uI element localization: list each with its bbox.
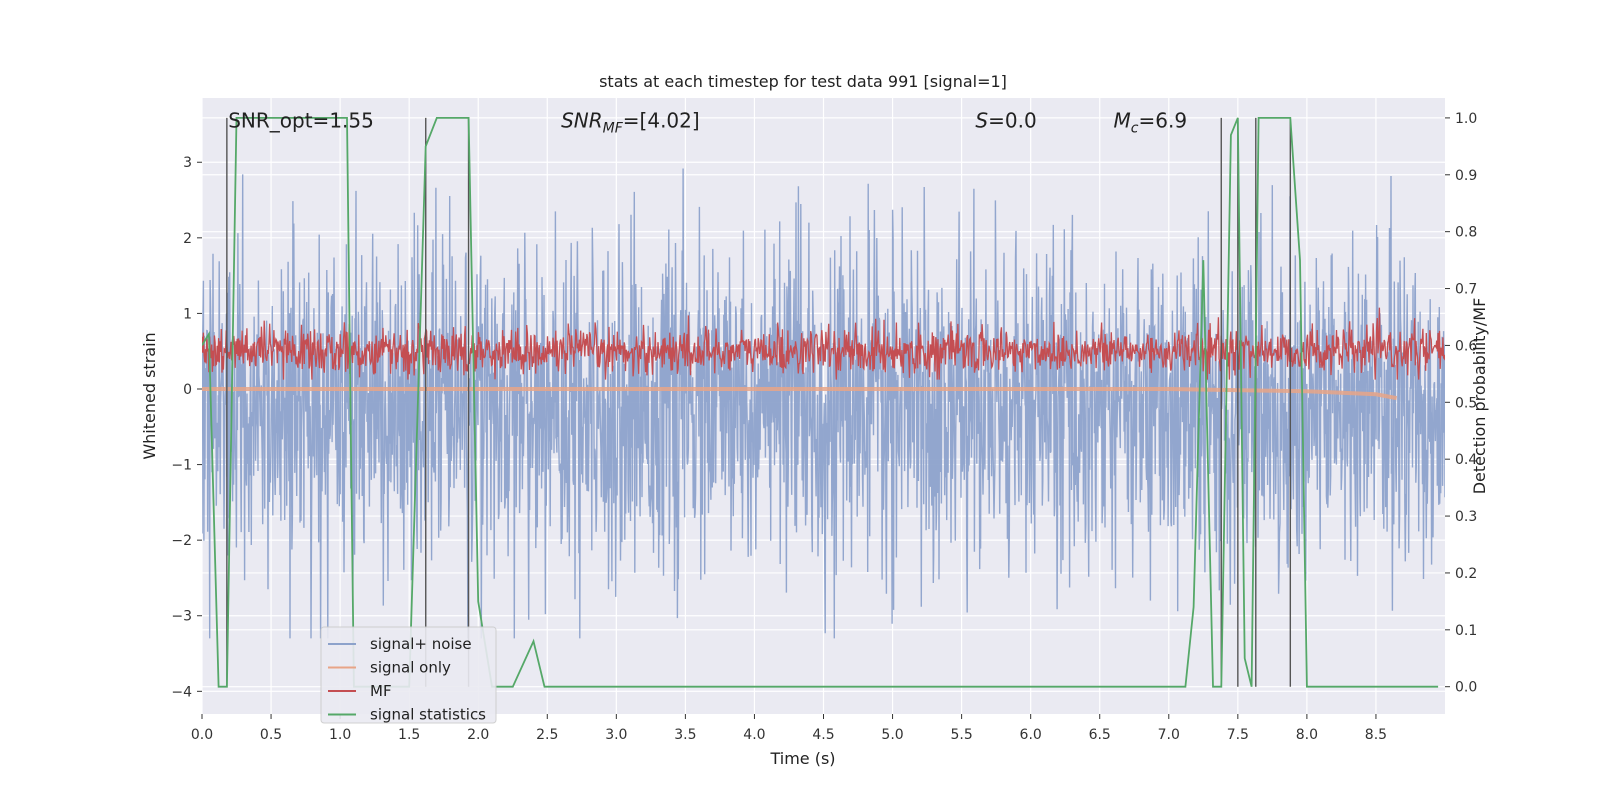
x-tick-label: 6.5 [1089,727,1111,743]
series-signal-only [202,387,1398,401]
y2-tick-label: 0.4 [1455,452,1477,468]
x-tick-label: 4.0 [743,727,765,743]
chart-title: stats at each timestep for test data 991… [599,72,1007,91]
y-axis-label: Whitened strain [140,332,159,459]
annotation-layer: SNR_opt=1.55 SNRMF=[4.02] S=0.0 Mc=6.9 [228,109,1187,137]
x-tick-label: 7.0 [1158,727,1180,743]
x-tick-label: 5.5 [950,727,972,743]
x-tick-label: 0.5 [260,727,282,743]
y2-tick-label: 0.8 [1455,225,1477,241]
y-tick-label: −4 [171,684,192,700]
legend-label: signal statistics [370,706,486,724]
x-tick-label: 8.0 [1296,727,1318,743]
legend-label: MF [370,682,392,700]
y2-tick-label: 0.0 [1455,680,1477,696]
x-tick-label: 6.0 [1020,727,1042,743]
axis-layer: 0.0 0.5 1.0 1.5 2.0 2.5 3.0 3.5 4.0 4.5 5.0 5.5 6.0 6… [171,111,1477,743]
y2-tick-label: 0.7 [1455,282,1477,298]
x-tick-label: 0.0 [191,727,213,743]
y2-tick-label: 0.5 [1455,395,1477,411]
y-tick-label: 3 [183,155,192,171]
x-tick-label: 4.5 [812,727,834,743]
annotation-1: SNRMF=[4.02] [561,109,700,137]
y-tick-label: 0 [183,382,192,398]
legend-label: signal only [370,659,451,677]
plot-area [202,117,1445,688]
y2-tick-label: 0.2 [1455,566,1477,582]
y2-axis-label: Detection probability/MF [1470,298,1489,495]
x-tick-label: 1.5 [398,727,420,743]
y2-tick-label: 0.6 [1455,338,1477,354]
series-signal-statistics [202,117,1439,688]
y-tick-label: −1 [171,458,192,474]
y2-tick-label: 1.0 [1455,111,1477,127]
y-tick-label: 2 [183,231,192,247]
legend-box [320,626,497,724]
legend-label: signal+ noise [370,635,472,653]
x-tick-label: 3.0 [605,727,627,743]
y2-tick-label: 0.9 [1455,168,1477,184]
x-tick-label: 1.0 [329,727,351,743]
x-axis-label: Time (s) [769,749,835,768]
x-tick-label: 3.5 [674,727,696,743]
annotation-3: Mc=6.9 [1114,109,1188,137]
x-tick-label: 2.0 [467,727,489,743]
y-tick-label: −3 [171,609,192,625]
legend: signal+ noise signal only MF signal statist… [320,626,497,724]
x-tick-label: 2.5 [536,727,558,743]
annotation-2: S=0.0 [975,109,1036,133]
y2-tick-label: 0.3 [1455,509,1477,525]
y2-tick-label: 0.1 [1455,623,1477,639]
annotation-0: SNR_opt=1.55 [228,109,374,133]
y-tick-label: −2 [171,533,192,549]
x-tick-label: 8.5 [1365,727,1387,743]
y-tick-label: 1 [183,306,192,322]
x-tick-label: 7.5 [1227,727,1249,743]
x-tick-label: 5.0 [881,727,903,743]
